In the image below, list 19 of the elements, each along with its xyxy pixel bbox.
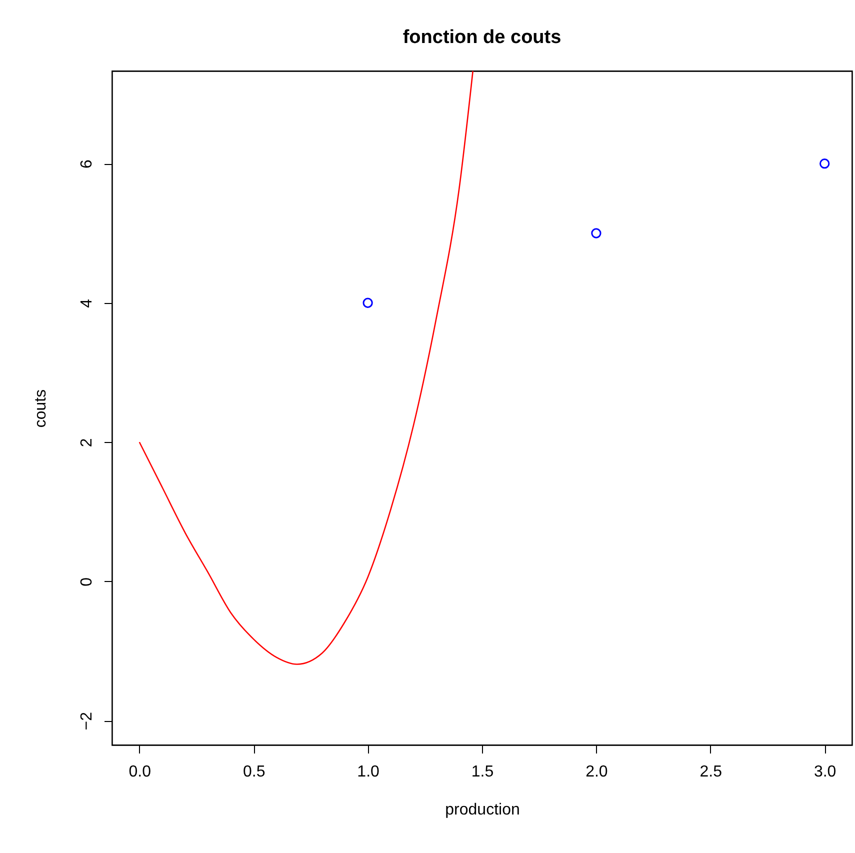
y-tick-label: 0 <box>78 577 96 586</box>
point <box>591 228 602 238</box>
x-axis-title: production <box>445 802 520 818</box>
point <box>820 158 830 169</box>
y-tick-label: 6 <box>78 160 96 169</box>
x-tick-label: 3.0 <box>814 764 836 780</box>
x-tick-label: 1.5 <box>471 764 494 780</box>
y-tick-label: −2 <box>78 712 96 730</box>
point <box>362 298 373 308</box>
line-series <box>138 71 474 665</box>
y-axis-title: couts <box>32 389 50 428</box>
x-tick-label: 0.0 <box>128 764 152 780</box>
x-tick-label: 0.5 <box>242 764 266 780</box>
y-tick-label: 4 <box>78 298 96 308</box>
chart-title: fonction de couts <box>402 27 562 48</box>
x-tick-label: 1.0 <box>357 764 380 780</box>
x-tick-label: 2.0 <box>586 764 608 780</box>
y-tick-label: 2 <box>78 438 96 448</box>
x-tick-label: 2.5 <box>700 764 722 780</box>
